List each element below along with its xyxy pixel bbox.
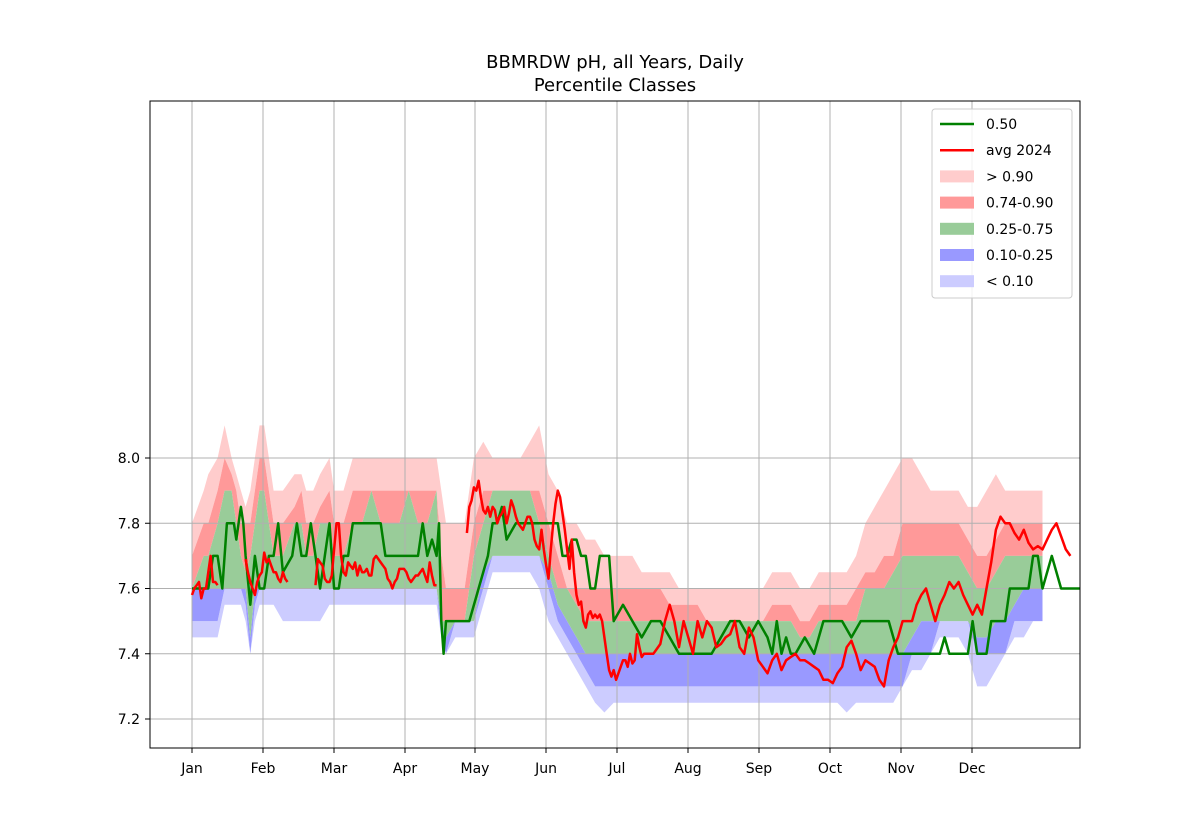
legend-label: > 0.90 [986, 169, 1033, 185]
x-tick-label: Jan [180, 761, 203, 777]
x-tick-label: Mar [321, 761, 348, 777]
avg-2024-line-segment-2 [314, 522, 437, 590]
avg-2024-line-segment-1 [244, 551, 289, 597]
legend-swatch-patch [940, 170, 974, 183]
median-line [192, 505, 1080, 656]
x-tick-label: May [461, 761, 490, 777]
avg-2024-line-segment-3 [465, 479, 1072, 688]
x-tick-label: Aug [674, 761, 701, 777]
legend-label: 0.25-0.75 [986, 222, 1053, 238]
plot-area: Jan Feb Mar Apr May Jun Jul Aug Sep Oct Nov Dec 7.2 7… [118, 100, 1081, 777]
legend-label: < 0.10 [986, 274, 1033, 290]
y-tick-label: 7.2 [118, 712, 140, 728]
x-tick-label: Apr [393, 761, 417, 777]
y-tick-label: 7.8 [118, 516, 140, 532]
legend-label: 0.50 [986, 117, 1017, 133]
legend-swatch-patch [940, 249, 974, 261]
legend-label: avg 2024 [986, 143, 1052, 159]
x-tick-label: Nov [887, 761, 914, 777]
chart-subtitle: Percentile Classes [534, 75, 696, 96]
legend-swatch-patch [940, 275, 974, 288]
y-tick-label: 7.6 [118, 582, 140, 598]
plot-frame [149, 100, 1081, 749]
x-tick-label: Oct [818, 761, 843, 777]
legend-label: 0.10-0.25 [986, 248, 1053, 264]
avg-2024-line-segment-0 [190, 554, 219, 600]
legend-swatch-patch [940, 222, 974, 235]
x-tick-label: Dec [958, 761, 985, 777]
legend-label: 0.74-0.90 [986, 196, 1053, 212]
legend-swatch-patch [940, 196, 974, 209]
chart-title: BBMRDW pH, all Years, Daily [486, 52, 744, 73]
y-tick-label: 7.4 [118, 647, 140, 663]
x-tick-label: Sep [746, 761, 773, 777]
x-tick-label: Feb [251, 761, 276, 777]
y-tick-label: 8.0 [118, 451, 140, 467]
x-tick-label: Jun [534, 761, 557, 777]
legend: 0.50 avg 2024 > 0.90 0.74-0.90 0.25-0.75 0.10… [931, 108, 1073, 299]
x-tick-label: Jul [608, 761, 626, 777]
